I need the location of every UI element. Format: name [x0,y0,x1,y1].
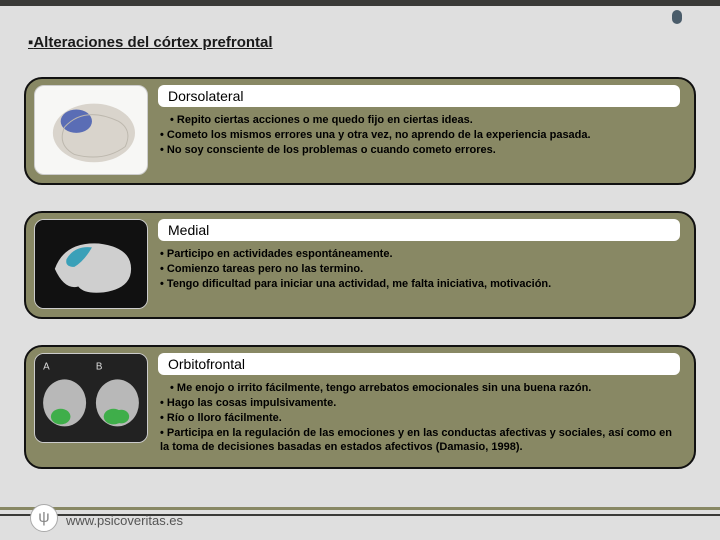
brain-image-medial [34,219,148,309]
list-item: No soy consciente de los problemas o cua… [160,143,680,158]
footer-url: www.psicoveritas.es [66,513,183,528]
list-item: Participo en actividades espontáneamente… [160,247,680,262]
cards-container: Dorsolateral Repito ciertas acciones o m… [0,77,720,469]
card-list: Participo en actividades espontáneamente… [158,247,680,292]
card-list: Repito ciertas acciones o me quedo fijo … [158,113,680,158]
list-item: Hago las cosas impulsivamente. [160,396,680,411]
list-item: Comienzo tareas pero no las termino. [160,262,680,277]
panel-label-b: B [96,362,103,373]
footer-stripe [0,507,720,510]
list-item: Repito ciertas acciones o me quedo fijo … [160,113,680,128]
title-text: Alteraciones del córtex prefrontal [33,34,272,51]
list-item: Participa en la regulación de las emocio… [160,426,680,456]
card-heading: Orbitofrontal [158,353,680,375]
list-item: Tengo dificultad para iniciar una activi… [160,277,680,292]
brain-image-orbitofrontal: A B [34,353,148,443]
list-item: Cometo los mismos errores una y otra vez… [160,128,680,143]
card-dorsolateral: Dorsolateral Repito ciertas acciones o m… [24,77,696,185]
panel-label-a: A [43,362,50,373]
card-orbitofrontal: A B Orbitofrontal Me enojo o irrito fáci… [24,345,696,469]
card-heading: Dorsolateral [158,85,680,107]
card-medial: Medial Participo en actividades espontán… [24,211,696,319]
psi-icon: ψ [38,509,49,527]
brain-image-dorsolateral [34,85,148,175]
list-item: Me enojo o irrito fácilmente, tengo arre… [160,381,680,396]
footer-logo: ψ [30,504,58,532]
page-number-badge [672,10,682,24]
list-item: Río o lloro fácilmente. [160,411,680,426]
card-list: Me enojo o irrito fácilmente, tengo arre… [158,381,680,455]
page-title: ▪Alteraciones del córtex prefrontal [0,6,720,63]
card-heading: Medial [158,219,680,241]
footer: ψ www.psicoveritas.es [0,504,720,532]
